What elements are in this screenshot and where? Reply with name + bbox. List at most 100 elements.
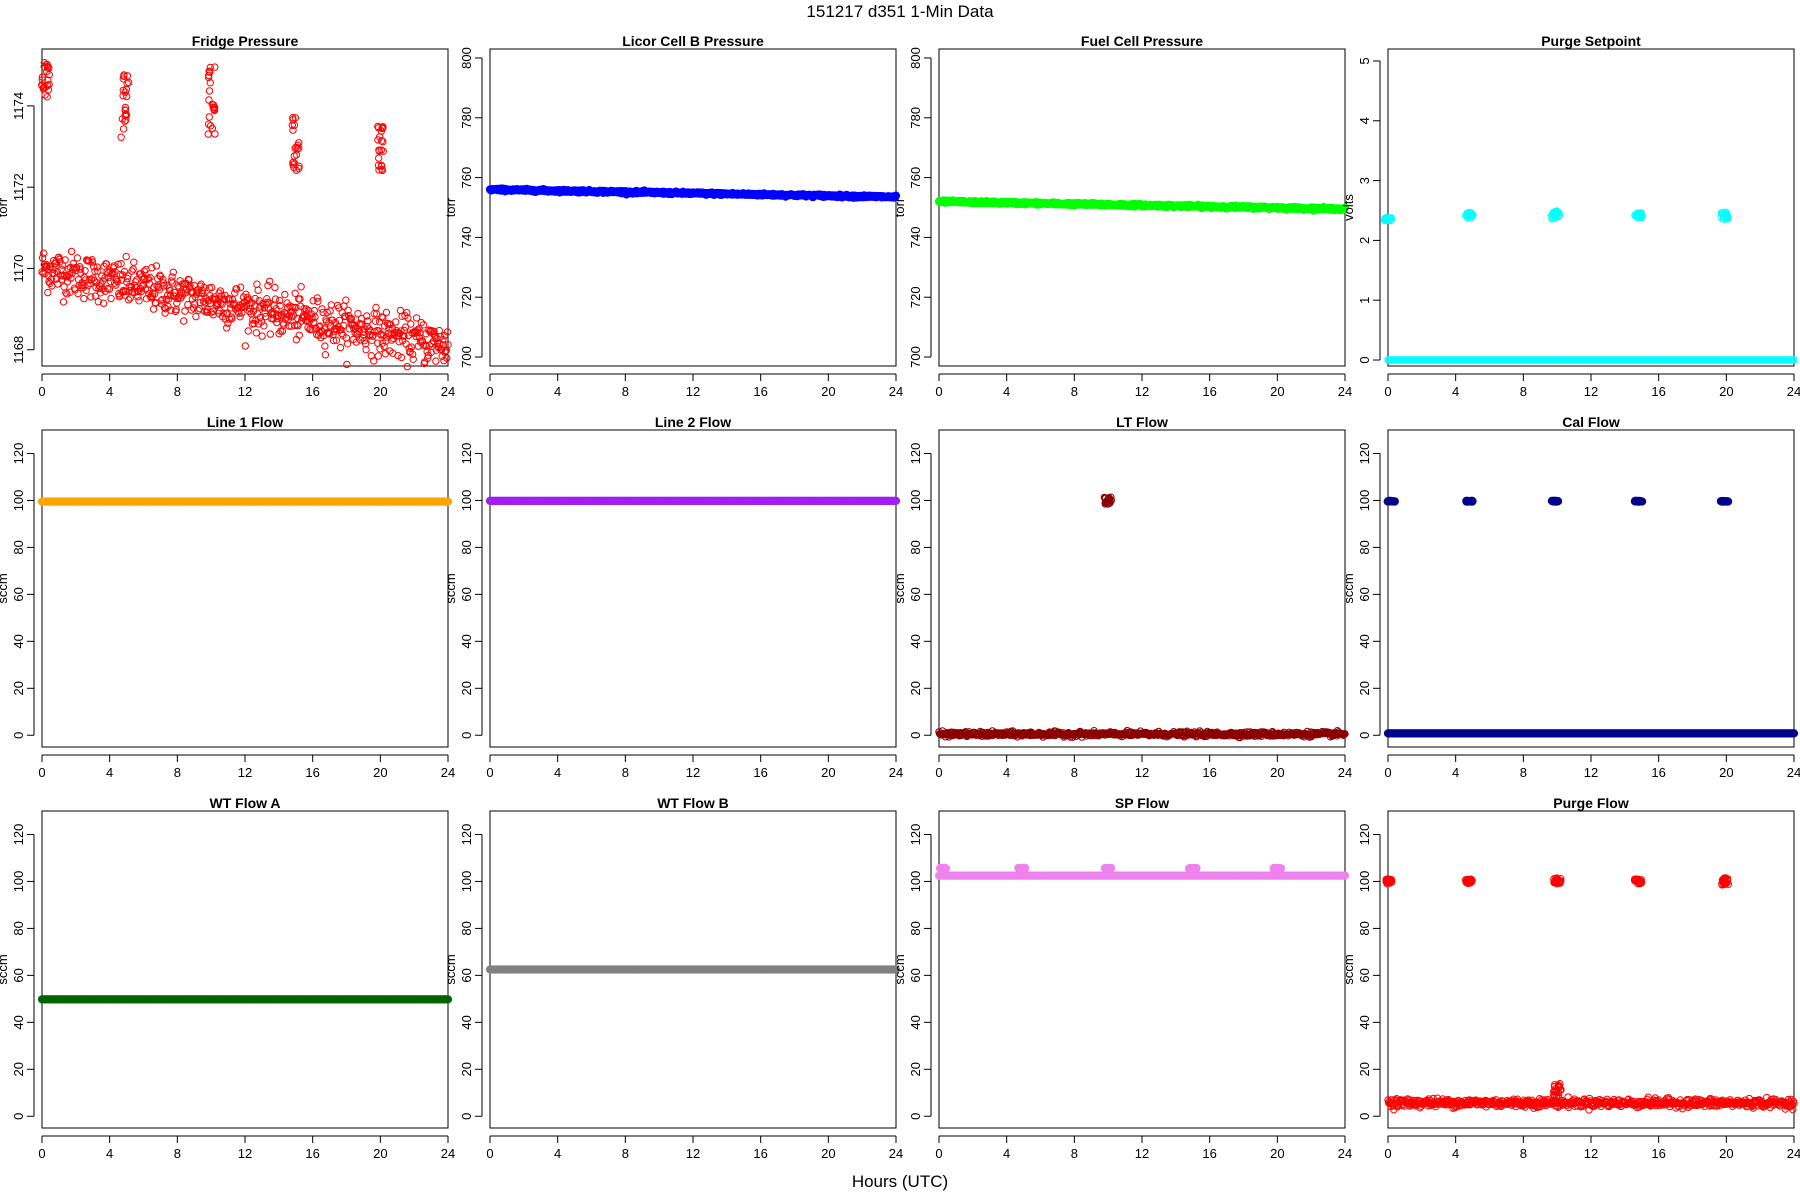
- data-point: [377, 162, 386, 170]
- data-point: [120, 71, 128, 79]
- data-point: [44, 62, 52, 70]
- data-point: [155, 283, 163, 291]
- x-tick-label: 8: [1520, 765, 1527, 780]
- data-point: [430, 327, 438, 336]
- data-point: [62, 289, 70, 297]
- data-point: [289, 113, 297, 122]
- data-point: [292, 151, 301, 159]
- data-point: [189, 304, 198, 312]
- panel-title: Licor Cell B Pressure: [622, 33, 764, 49]
- data-point: [382, 308, 391, 317]
- data-point: [428, 339, 436, 348]
- data-point: [375, 166, 383, 174]
- x-tick-label: 20: [1719, 384, 1733, 399]
- x-tick-label: 12: [1135, 765, 1149, 780]
- data-point: [364, 317, 372, 325]
- y-tick-label: 780: [908, 107, 923, 129]
- burst-cluster: [374, 122, 387, 175]
- x-tick-label: 16: [1651, 765, 1665, 780]
- data-point: [124, 272, 132, 280]
- data-point: [167, 306, 175, 314]
- data-point: [254, 286, 262, 294]
- burst-cluster: [1631, 209, 1646, 222]
- data-point: [61, 256, 69, 264]
- data-point: [104, 269, 112, 277]
- data-point: [352, 338, 360, 346]
- x-tick-label: 16: [305, 1146, 319, 1161]
- data-point: [385, 325, 393, 333]
- data-point: [181, 307, 189, 315]
- data-point: [42, 264, 50, 272]
- x-tick-label: 20: [821, 384, 835, 399]
- data-point: [252, 329, 260, 337]
- data-point: [261, 309, 269, 317]
- data-point: [356, 336, 364, 344]
- burst-cluster: [1630, 496, 1647, 506]
- data-point: [409, 355, 417, 363]
- x-tick-label: 16: [1202, 384, 1216, 399]
- y-tick-label: 120: [1357, 443, 1372, 465]
- y-tick-label: 120: [459, 443, 474, 465]
- data-point: [400, 326, 409, 335]
- x-tick-label: 4: [106, 1146, 113, 1161]
- y-tick-label: 60: [11, 968, 26, 982]
- data-point: [374, 161, 383, 170]
- data-point: [162, 295, 171, 304]
- data-point: [114, 260, 122, 268]
- x-axis: 0 4 8 12 16 20 24: [935, 754, 1352, 780]
- data-point: [67, 247, 76, 256]
- data-point: [412, 314, 421, 322]
- panel-title: Fuel Cell Pressure: [1081, 33, 1203, 49]
- data-point: [113, 277, 122, 286]
- series-points: [485, 184, 901, 202]
- data-point: [257, 318, 266, 326]
- data-point: [295, 162, 303, 171]
- data-point: [117, 260, 125, 268]
- data-point: [44, 288, 52, 297]
- y-tick-label: 720: [908, 286, 923, 308]
- data-point: [59, 298, 68, 306]
- data-point: [225, 315, 234, 323]
- data-point: [52, 275, 61, 283]
- data-point: [296, 295, 304, 303]
- data-point: [407, 343, 416, 351]
- data-point: [160, 303, 169, 312]
- data-point: [54, 280, 62, 288]
- y-tick-label: 0: [11, 732, 26, 739]
- x-tick-label: 24: [1338, 765, 1352, 780]
- x-tick-label: 4: [554, 765, 561, 780]
- x-tick-label: 16: [753, 384, 767, 399]
- data-point: [43, 67, 51, 76]
- data-point: [123, 92, 131, 101]
- x-tick-label: 16: [1651, 384, 1665, 399]
- data-point: [439, 335, 447, 344]
- data-point: [378, 124, 386, 133]
- x-tick-label: 4: [554, 384, 561, 399]
- x-tick-label: 4: [1452, 765, 1459, 780]
- data-point: [134, 293, 142, 301]
- y-axis-label: sccm: [0, 573, 10, 603]
- data-point: [88, 258, 97, 266]
- data-point: [443, 497, 453, 506]
- data-point: [891, 496, 901, 505]
- data-point: [204, 130, 212, 138]
- data-point: [319, 308, 327, 317]
- data-point: [128, 267, 136, 275]
- data-point: [122, 252, 130, 261]
- x-tick-label: 0: [38, 384, 45, 399]
- data-point: [121, 103, 130, 112]
- x-tick-label: 20: [1719, 765, 1733, 780]
- y-axis-label: torr: [443, 197, 458, 217]
- data-point: [336, 343, 345, 352]
- data-point: [101, 287, 110, 295]
- data-point: [379, 314, 387, 322]
- y-tick-label: 720: [459, 286, 474, 308]
- y-tick-label: 800: [459, 47, 474, 69]
